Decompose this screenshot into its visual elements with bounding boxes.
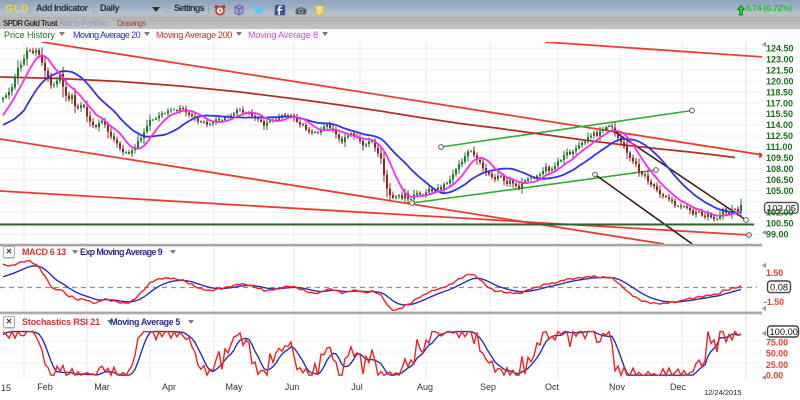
svg-text:Aug: Aug [417,382,433,392]
svg-text:Mar: Mar [94,382,110,392]
svg-text:123.00: 123.00 [766,55,794,65]
svg-text:Dec: Dec [670,382,687,392]
svg-text:114.00: 114.00 [766,120,793,130]
svg-text:100.00: 100.00 [770,327,798,337]
svg-text:Jun: Jun [285,382,300,392]
svg-text:May: May [225,382,243,392]
svg-text:115.50: 115.50 [766,109,793,119]
svg-text:Nov: Nov [609,382,626,392]
svg-text:Oct: Oct [545,382,560,392]
svg-text:121.50: 121.50 [766,66,794,76]
svg-text:118.50: 118.50 [766,87,793,97]
svg-text:0.08: 0.08 [770,282,788,292]
svg-text:99.00: 99.00 [766,230,789,240]
svg-text:Sep: Sep [480,382,496,392]
svg-text:100.50: 100.50 [766,219,794,229]
svg-text:Apr: Apr [162,382,176,392]
svg-text:102.00: 102.00 [766,208,794,218]
svg-text:103.05: 103.05 [767,203,796,214]
svg-text:Feb: Feb [37,382,53,392]
svg-text:15: 15 [1,383,11,393]
svg-text:124.50: 124.50 [766,44,794,54]
svg-text:109.50: 109.50 [766,153,794,163]
svg-text:-1.50: -1.50 [764,297,784,307]
svg-text:111.00: 111.00 [766,142,793,152]
svg-text:Jul: Jul [351,382,363,392]
svg-text:75.00: 75.00 [766,337,788,347]
svg-text:12/24/2015: 12/24/2015 [704,388,742,397]
svg-text:108.00: 108.00 [766,164,794,174]
svg-text:112.50: 112.50 [766,131,793,141]
svg-text:106.50: 106.50 [766,175,794,185]
svg-text:1.50: 1.50 [766,268,783,278]
svg-text:105.00: 105.00 [766,186,794,196]
svg-text:50.00: 50.00 [766,349,788,359]
svg-text:25.00: 25.00 [766,360,788,370]
svg-text:120.00: 120.00 [766,76,794,86]
svg-text:0.00: 0.00 [766,370,783,380]
svg-text:117.00: 117.00 [766,98,793,108]
